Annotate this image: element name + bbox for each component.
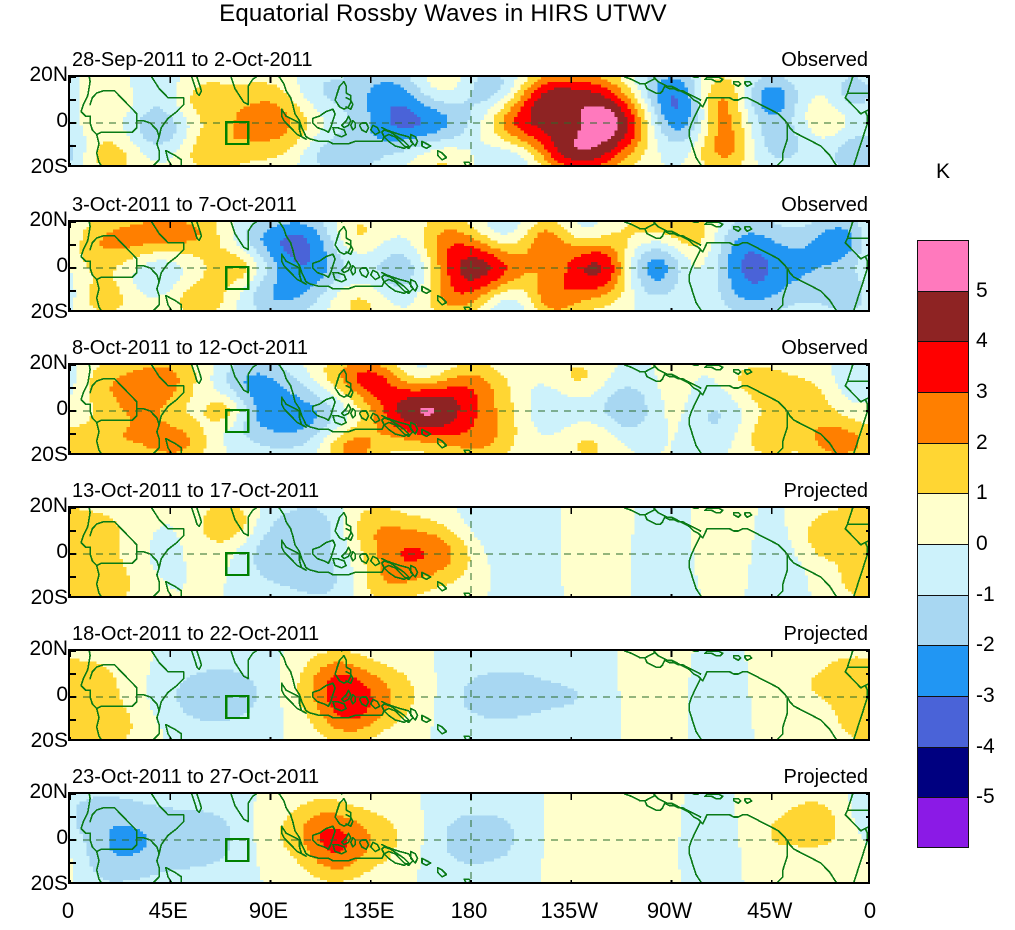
panel-status-3: Projected [784, 480, 869, 503]
colorbar-swatch-3-to-4[interactable] [917, 341, 969, 392]
panel-date-range-5: 23-Oct-2011 to 27-Oct-2011 [72, 766, 319, 789]
page-title: Equatorial Rossby Waves in HIRS UTWV [0, 0, 886, 28]
colorbar-swatch-2-to-3[interactable] [917, 392, 969, 443]
colorbar-swatch-above-5[interactable] [917, 240, 969, 291]
y-tick-label: 20S [6, 586, 68, 610]
panel-date-range-3: 13-Oct-2011 to 17-Oct-2011 [72, 480, 319, 503]
y-tick-label: 20S [6, 872, 68, 896]
y-tick-label: 0 [6, 109, 68, 133]
panel-date-range-0: 28-Sep-2011 to 2-Oct-2011 [72, 49, 313, 72]
x-tick-label: 45E [149, 898, 188, 924]
x-tick-label: 0 [864, 898, 876, 924]
colorbar-tick-label: 0 [976, 532, 988, 556]
colorbar-swatch-0-to-1[interactable] [917, 493, 969, 544]
colorbar-tick-label: -2 [976, 633, 995, 657]
colorbar-swatch-1-to-2[interactable] [917, 443, 969, 494]
colorbar-swatch-below--5[interactable] [917, 797, 969, 848]
y-tick-label: 20S [6, 300, 68, 324]
panel-status-0: Observed [781, 49, 868, 72]
panel-status-5: Projected [784, 766, 869, 789]
y-tick-label: 20N [6, 494, 68, 518]
x-tick-label: 90E [249, 898, 288, 924]
y-tick-label: 0 [6, 540, 68, 564]
panel-date-range-2: 8-Oct-2011 to 12-Oct-2011 [72, 337, 308, 360]
x-tick-label: 180 [451, 898, 488, 924]
y-tick-label: 20N [6, 351, 68, 375]
colorbar-swatch--2-to--1[interactable] [917, 595, 969, 646]
x-tick-label: 45W [747, 898, 792, 924]
panel-status-2: Observed [781, 337, 868, 360]
y-tick-label: 0 [6, 826, 68, 850]
x-tick-label: 135E [343, 898, 394, 924]
colorbar-tick-label: -3 [976, 684, 995, 708]
x-tick-label: 90W [647, 898, 692, 924]
colorbar-swatch-4-to-5[interactable] [917, 291, 969, 342]
colorbar-swatch--3-to--2[interactable] [917, 645, 969, 696]
colorbar-tick-label: -4 [976, 735, 995, 759]
panel-status-4: Projected [784, 623, 869, 646]
panel-status-1: Observed [781, 194, 868, 217]
y-tick-label: 20N [6, 780, 68, 804]
y-tick-label: 20S [6, 443, 68, 467]
colorbar-unit-label: K [917, 160, 969, 184]
y-tick-label: 0 [6, 254, 68, 278]
colorbar[interactable] [917, 240, 969, 848]
panel-date-range-1: 3-Oct-2011 to 7-Oct-2011 [72, 194, 297, 217]
x-tick-label: 135W [541, 898, 598, 924]
contour-field-1 [68, 220, 870, 312]
y-tick-label: 20S [6, 155, 68, 179]
colorbar-tick-label: -1 [976, 583, 995, 607]
colorbar-tick-label: 5 [976, 279, 988, 303]
y-tick-label: 0 [6, 683, 68, 707]
contour-field-0 [68, 75, 870, 167]
y-tick-label: 0 [6, 397, 68, 421]
contour-field-5 [68, 792, 870, 884]
y-tick-label: 20N [6, 637, 68, 661]
colorbar-tick-label: 4 [976, 329, 988, 353]
contour-field-4 [68, 649, 870, 741]
colorbar-tick-label: 1 [976, 481, 988, 505]
contour-field-2 [68, 363, 870, 455]
y-tick-label: 20S [6, 729, 68, 753]
colorbar-tick-label: 3 [976, 380, 988, 404]
colorbar-tick-label: -5 [976, 785, 995, 809]
x-tick-label: 0 [62, 898, 74, 924]
colorbar-swatch--5-to--4[interactable] [917, 747, 969, 798]
contour-field-3 [68, 506, 870, 598]
colorbar-tick-label: 2 [976, 431, 988, 455]
colorbar-swatch--1-to-0[interactable] [917, 544, 969, 595]
panel-date-range-4: 18-Oct-2011 to 22-Oct-2011 [72, 623, 319, 646]
y-tick-label: 20N [6, 208, 68, 232]
y-tick-label: 20N [6, 63, 68, 87]
colorbar-swatch--4-to--3[interactable] [917, 696, 969, 747]
